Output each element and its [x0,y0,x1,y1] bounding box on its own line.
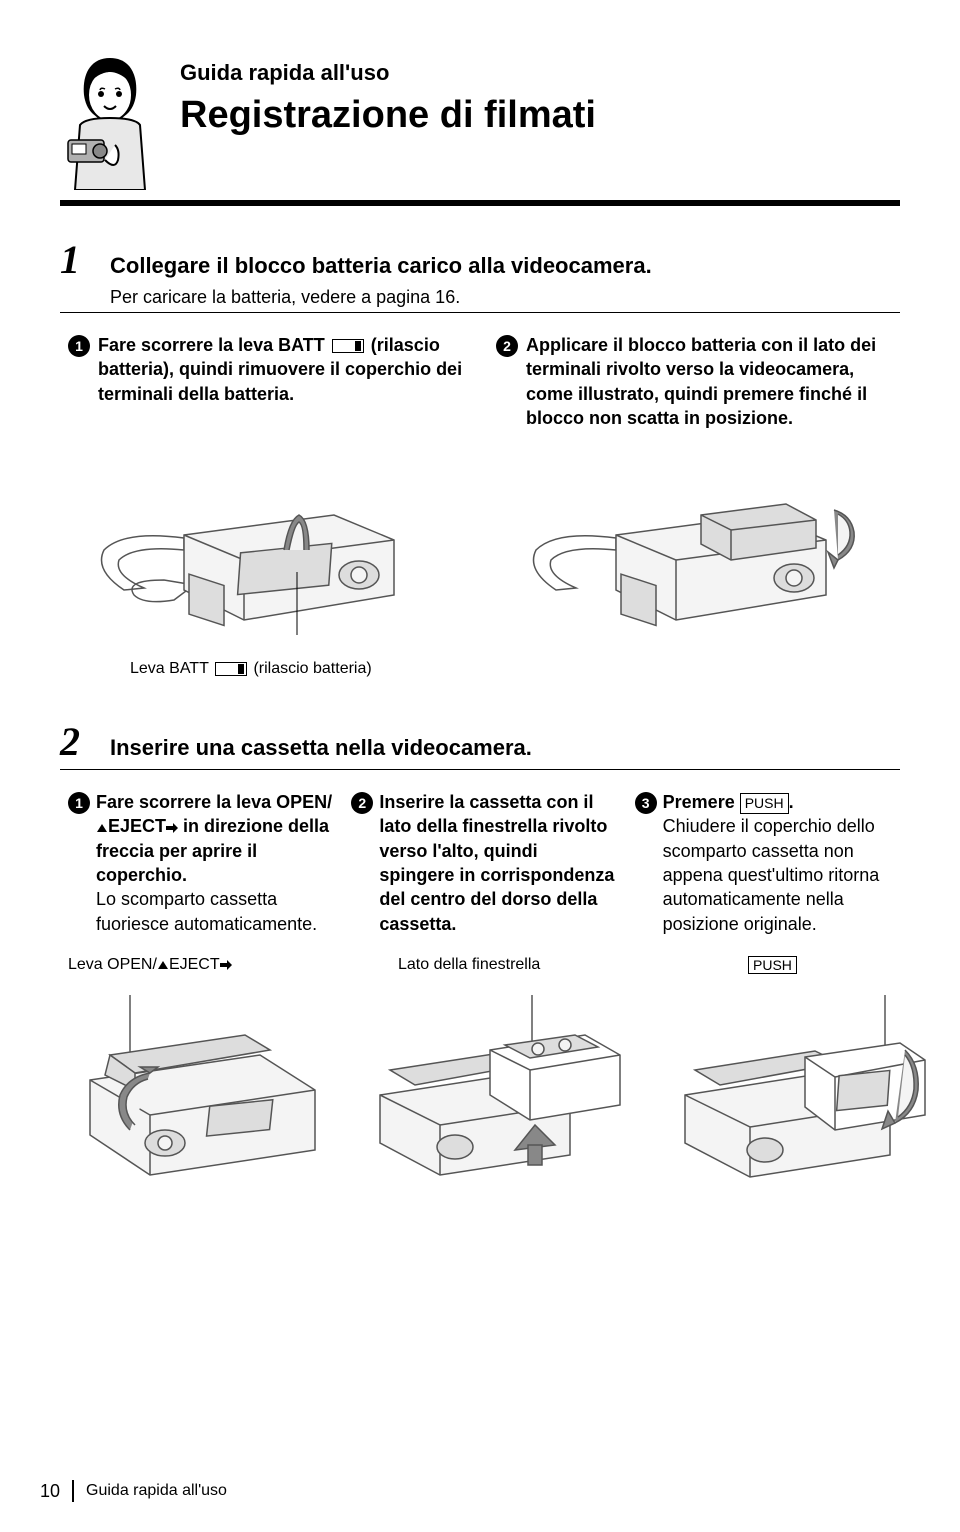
s2c1-reg: Lo scomparto cassetta fuoriesce automati… [96,889,317,933]
bullet-3-icon: 3 [635,792,657,814]
step2-col3-text: Premere PUSH. Chiudere il coperchio dell… [663,790,900,936]
step2-col3: 3 Premere PUSH. Chiudere il coperchio de… [635,790,900,936]
step2-label1: Leva OPEN/EJECT [68,956,368,975]
footer-text: Guida rapida all'uso [86,1482,227,1500]
eject-triangle-icon-2 [158,961,168,969]
divider-thin-1 [60,312,900,313]
step1-caption: Leva BATT (rilascio batteria) [130,660,900,678]
step1-columns: 1 Fare scorrere la leva BATT (rilascio b… [68,333,900,430]
step2-illus-1 [60,995,340,1195]
page-subtitle: Guida rapida all'uso [180,60,900,86]
step2-columns: 1 Fare scorrere la leva OPEN/EJECT in di… [68,790,900,936]
s2c2-bold: Inserire la cassetta con il lato della f… [379,792,614,933]
step1-col1: 1 Fare scorrere la leva BATT (rilascio b… [68,333,472,430]
batt-release-icon [332,339,364,353]
s2c1-a: Fare scorrere la leva OPEN/ [96,792,332,812]
step1-caption-b: (rilascio batteria) [249,660,372,677]
arrow-icon [166,823,178,833]
step1-illus-2 [500,460,892,650]
divider-thin-2 [60,769,900,770]
step1-col1-text: Fare scorrere la leva BATT (rilascio bat… [98,333,472,430]
step2-illustrations [60,995,900,1195]
step1-col1-bold-a: Fare scorrere la leva BATT [98,335,330,355]
push-label-icon-2: PUSH [748,956,797,974]
footer-divider-icon [72,1480,74,1502]
bullet-2-icon: 2 [496,335,518,357]
step2-col1-text: Fare scorrere la leva OPEN/EJECT in dire… [96,790,333,936]
bullet-2-icon-b: 2 [351,792,373,814]
step1-caption-a: Leva BATT [130,660,213,677]
spacer [60,678,900,718]
step2-col2-text: Inserire la cassetta con il lato della f… [379,790,616,936]
step2-col1: 1 Fare scorrere la leva OPEN/EJECT in di… [68,790,333,936]
step2-illus-2 [360,995,640,1195]
step1-col2-text: Applicare il blocco batteria con il lato… [526,333,900,430]
step1-col2: 2 Applicare il blocco batteria con il la… [496,333,900,430]
avatar-illustration [60,50,160,190]
header-text: Guida rapida all'uso Registrazione di fi… [180,50,900,137]
bullet-1-icon: 1 [68,335,90,357]
step1-number: 1 [60,236,100,283]
s2l1-b: EJECT [169,956,220,973]
step2-label3: PUSH [748,956,900,975]
divider-thick [60,200,900,206]
s2c3-a: Premere [663,792,740,812]
s2c3-b: . [789,792,794,812]
page-title: Registrazione di filmati [180,94,900,137]
page-number: 10 [40,1481,60,1502]
batt-release-icon-2 [215,662,247,676]
step2-col2: 2 Inserire la cassetta con il lato della… [351,790,616,936]
step2-heading-row: 2 Inserire una cassetta nella videocamer… [60,718,900,765]
step1-col2-bold: Applicare il blocco batteria con il lato… [526,335,876,428]
step2-illus-3 [660,995,940,1195]
step1-heading: Collegare il blocco batteria carico alla… [110,253,652,279]
step2-labels: Leva OPEN/EJECT Lato della finestrella P… [60,956,900,975]
eject-triangle-icon [97,824,107,832]
arrow-icon-2 [220,960,232,970]
s2c3-reg: Chiudere il coperchio dello scomparto ca… [663,816,880,933]
step1-illustrations [68,460,892,650]
s2l1-a: Leva OPEN/ [68,956,157,973]
page: Guida rapida all'uso Registrazione di fi… [0,0,960,1532]
step1-sub: Per caricare la batteria, vedere a pagin… [110,287,900,308]
footer: 10 Guida rapida all'uso [40,1480,227,1502]
push-label-icon: PUSH [740,793,789,814]
step1-illus-1 [68,460,460,650]
step1-heading-row: 1 Collegare il blocco batteria carico al… [60,236,900,283]
step2-heading: Inserire una cassetta nella videocamera. [110,735,532,761]
step2-number: 2 [60,718,100,765]
bullet-1-icon-b: 1 [68,792,90,814]
step2-label2: Lato della finestrella [398,956,698,975]
s2c1-b: EJECT [108,816,166,836]
header-row: Guida rapida all'uso Registrazione di fi… [60,50,900,190]
